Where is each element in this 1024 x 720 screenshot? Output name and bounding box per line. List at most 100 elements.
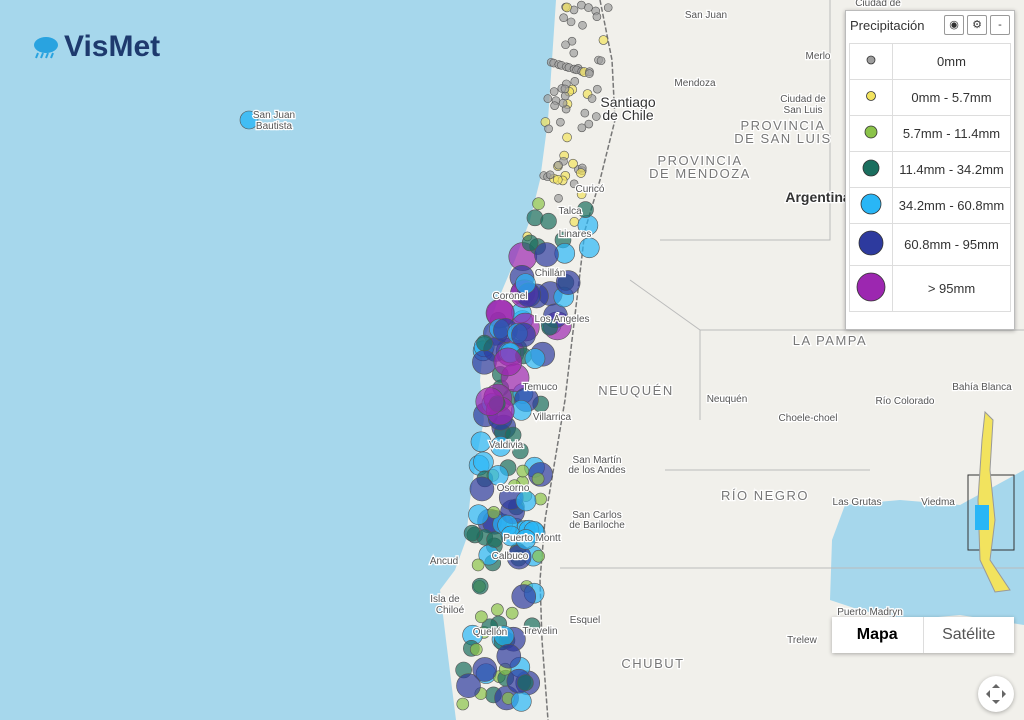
fullscreen-button[interactable] (978, 676, 1014, 712)
station (469, 476, 495, 502)
legend-label: 5.7mm - 11.4mm (892, 115, 1011, 152)
legend-title: Precipitación (850, 17, 925, 33)
place-label: Isla de (430, 594, 460, 605)
station (598, 35, 609, 45)
station (532, 197, 545, 210)
station (472, 657, 498, 682)
place-label: Villarrica (533, 412, 572, 423)
place-label: Bautista (256, 121, 293, 132)
place-label: NEUQUÉN (598, 383, 674, 398)
place-label: San Juan (253, 110, 295, 121)
station (521, 234, 539, 252)
station (569, 217, 580, 227)
place-label: de Bariloche (569, 520, 625, 531)
place-label: Ciudad de (855, 0, 901, 9)
station (569, 48, 579, 58)
station (239, 110, 259, 130)
map-type-control: Mapa Satélite (832, 617, 1014, 653)
station (486, 531, 503, 548)
legend-row: 11.4mm - 34.2mm (849, 151, 1011, 188)
place-label: Chiloé (436, 605, 465, 616)
legend-swatch-cell (849, 79, 893, 116)
place-label: Ciudad de (780, 94, 826, 105)
legend-label: 0mm - 5.7mm (892, 79, 1011, 116)
collapse-button[interactable]: - (990, 15, 1010, 35)
station (543, 94, 553, 103)
place-label: Calbuco (492, 551, 529, 562)
legend-swatch (856, 272, 886, 302)
legend-row: 5.7mm - 11.4mm (849, 115, 1011, 152)
logo[interactable]: VisMet (32, 30, 160, 64)
settings-button[interactable]: ⚙ (967, 15, 987, 35)
station (561, 40, 570, 50)
legend-circle (858, 230, 884, 256)
station (549, 87, 559, 96)
legend-label: 0mm (892, 43, 1011, 80)
legend-circle (856, 272, 886, 302)
place-label: San Carlos (572, 510, 621, 521)
station (532, 549, 545, 563)
station (580, 108, 590, 118)
station (456, 673, 481, 699)
legend-swatch (860, 193, 882, 215)
place-label: Argentina (785, 189, 851, 205)
station (524, 348, 546, 369)
station (487, 465, 509, 486)
station (471, 558, 485, 572)
station (541, 319, 558, 336)
satellite-button[interactable]: Satélite (942, 626, 996, 643)
station (470, 431, 492, 453)
legend-label: 11.4mm - 34.2mm (892, 151, 1011, 188)
border (539, 0, 616, 720)
station (508, 479, 521, 492)
station (554, 193, 563, 203)
place-label: Neuquén (707, 394, 748, 405)
station (562, 132, 572, 143)
station (490, 436, 511, 457)
station (576, 189, 587, 200)
station (550, 101, 559, 110)
place-label: Chillán (535, 268, 566, 279)
legend-swatch-cell (849, 187, 893, 224)
place-label: Trelew (787, 635, 817, 646)
locate-button[interactable]: ◉ (944, 15, 964, 35)
place-label: Las Grutas (833, 497, 882, 508)
station (555, 270, 581, 295)
place-label: Río Colorado (876, 396, 935, 407)
station (579, 237, 600, 259)
place-label: de los Andes (568, 465, 625, 476)
legend-swatch (866, 91, 876, 101)
legend-circle (866, 91, 876, 101)
station (523, 617, 541, 635)
logo-icon (34, 37, 58, 59)
legend-swatch-cell (849, 151, 893, 188)
legend-label: > 95mm (892, 265, 1011, 312)
place-label: San Luis (784, 105, 823, 116)
station (568, 158, 578, 169)
place-label: Trevelin (522, 626, 557, 637)
place-label: Bahía Blanca (952, 382, 1012, 393)
station (584, 119, 594, 129)
map-button[interactable]: Mapa (832, 617, 924, 653)
stations (239, 0, 613, 712)
place-label: Puerto Madryn (837, 607, 903, 618)
station (511, 322, 536, 348)
legend-swatch-cell (849, 115, 893, 152)
station (558, 98, 568, 108)
place-label: Temuco (522, 382, 557, 393)
place-label: Quellón (473, 627, 507, 638)
station (475, 387, 505, 416)
legend-swatch-cell (849, 223, 893, 266)
station (496, 643, 522, 669)
station (578, 20, 587, 30)
station (469, 643, 483, 656)
legend: Precipitación ◉ ⚙ - 0mm 0mm - 5.7mm 5.7mm - 1… (845, 10, 1015, 330)
legend-circle (864, 125, 878, 139)
place-label: Curicó (576, 184, 605, 195)
legend-swatch (864, 125, 878, 139)
place-label: LA PAMPA (793, 333, 867, 348)
station (593, 84, 602, 94)
place-label: Ancud (430, 556, 458, 567)
station (463, 524, 481, 542)
